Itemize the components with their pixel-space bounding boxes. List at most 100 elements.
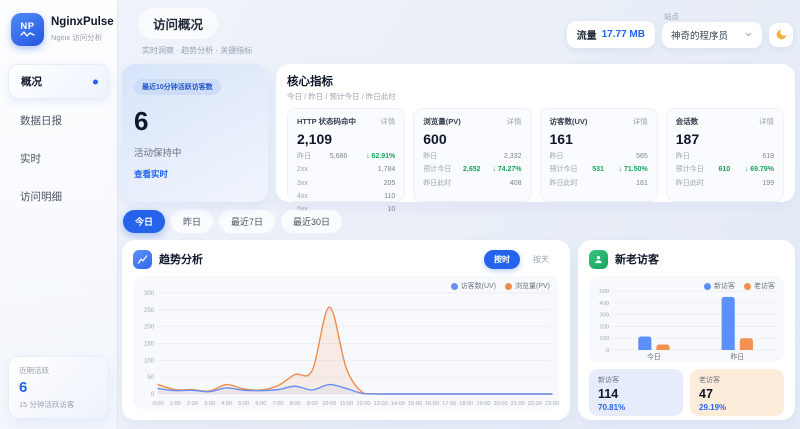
recent-active-widget: 近期活跃 6 15 分钟活跃访客 (8, 356, 109, 419)
svg-text:0:00: 0:00 (153, 401, 164, 407)
metric-row-value: ↓ 62.91% (366, 153, 396, 160)
svg-text:200: 200 (599, 324, 610, 330)
sidebar-item-label: 实时 (20, 153, 41, 165)
range-tab-3[interactable]: 最近30日 (281, 209, 343, 233)
legend-item-0[interactable]: 访客数(UV) (450, 281, 496, 291)
metric-row: 昨日 619 (676, 150, 774, 163)
charts-row: 趋势分析 按时 按天 访客数(UV) 浏览量(PV) 0 50 100 150 200 250… (122, 240, 795, 420)
range-tab-0[interactable]: 今日 (123, 209, 166, 233)
core-metrics-card: 核心指标 今日 / 昨日 / 预计今日 / 昨日此时 HTTP 状态码命中 详情 2… (276, 64, 795, 213)
app-logo-icon: NP (11, 13, 44, 46)
mode-button-1[interactable]: 按天 (533, 254, 549, 264)
svg-text:11:00: 11:00 (340, 401, 354, 407)
theme-toggle-button[interactable] (769, 22, 793, 47)
metric-detail-link[interactable]: 详情 (632, 117, 648, 126)
svg-text:18:00: 18:00 (459, 401, 473, 407)
app-title-block: NginxPulse Nginx 访问分析 (51, 16, 114, 42)
metric-row: 昨日此时 181 (550, 177, 648, 190)
metric-row-value: 2,332 (503, 153, 522, 160)
metric-row-label: 预计今日 (423, 166, 452, 174)
metric-row-value: 10 (387, 206, 396, 214)
svg-text:200: 200 (144, 325, 155, 331)
metric-row-label: 预计今日 (675, 166, 704, 174)
legend-label: 新访客 (714, 283, 735, 290)
active-visitors-status: 活动保持中 (134, 148, 182, 159)
metric-detail-link[interactable]: 详情 (759, 117, 774, 126)
svg-text:250: 250 (144, 308, 155, 314)
metric-value: 2,109 (297, 131, 333, 147)
header-left: 访问概况 实时洞察 · 趋势分析 · 关键指标 (138, 8, 252, 56)
view-realtime-link[interactable]: 查看实时 (134, 169, 169, 179)
metric-grid: HTTP 状态码命中 详情 2,109 昨日 5,686 ↓ 62.91% 2xx 1,784… (287, 108, 784, 213)
sidebar: NP NginxPulse Nginx 访问分析 概况数据日报实时访问明细 近期… (0, 0, 118, 429)
svg-text:4:00: 4:00 (221, 401, 232, 407)
metric-row-label: 预计今日 (549, 166, 578, 174)
svg-text:17:00: 17:00 (442, 401, 456, 407)
svg-text:5:00: 5:00 (238, 401, 249, 407)
metric-name: 浏览量(PV) (423, 117, 461, 126)
metric-row-label: 3xx (297, 179, 308, 187)
visitors-bar-chart[interactable]: 0 100 200 300 400 500 今日 昨日 (589, 276, 784, 362)
metric-row-label: 昨日此时 (675, 179, 704, 187)
sidebar-item-3[interactable]: 访问明细 (8, 180, 109, 213)
logo-text: NP (20, 20, 35, 32)
metric-row: 2xx 1,784 (297, 163, 395, 176)
trend-card-header: 趋势分析 按时 按天 (133, 249, 559, 269)
sidebar-item-label: 数据日报 (20, 115, 62, 127)
metric-detail-link[interactable]: 详情 (380, 117, 396, 126)
wave-icon (20, 31, 35, 37)
metric-row-label: 昨日 (297, 153, 311, 160)
svg-text:3:00: 3:00 (204, 401, 215, 407)
chevron-down-icon (745, 32, 752, 37)
legend-item-1[interactable]: 浏览量(PV) (505, 281, 550, 291)
svg-text:400: 400 (599, 301, 610, 307)
site-selector[interactable]: 站点 神奇的程序员 (661, 12, 762, 48)
metric-row-value: 619 (762, 153, 774, 160)
trend-line-chart[interactable]: 0 50 100 150 200 250 300 0:00 1:00 2:00 3:00 4:00 5:… (133, 276, 559, 409)
visitors-legend: 新访客 老访客 (704, 281, 775, 291)
legend-dot (744, 282, 751, 290)
metric-row: 预计今日 610 ↓ 69.79% (676, 163, 774, 176)
metric-row: 昨日 5,686 ↓ 62.91% (297, 150, 395, 163)
visitors-chart-panel: 新访客 老访客 0 100 200 300 400 500 今日 昨日 (589, 276, 784, 362)
active-visitors-badge: 最近10分钟活跃访客数 (134, 79, 221, 95)
site-selector-label: 站点 (663, 11, 679, 21)
legend-item-1[interactable]: 老访客 (744, 281, 775, 291)
range-tab-2[interactable]: 最近7日 (219, 209, 276, 233)
trend-head-left: 趋势分析 (133, 249, 203, 269)
metric-row-value: 181 (636, 179, 648, 187)
svg-text:100: 100 (144, 358, 155, 364)
svg-text:100: 100 (599, 336, 610, 342)
core-metrics-subtitle: 今日 / 昨日 / 预计今日 / 昨日此时 (287, 92, 396, 101)
line-chart-icon (133, 249, 152, 269)
metric-row: 昨日 565 (550, 150, 648, 163)
sidebar-item-1[interactable]: 数据日报 (8, 104, 109, 137)
svg-text:9:00: 9:00 (307, 401, 318, 407)
metric-detail-link[interactable]: 详情 (506, 117, 522, 126)
sidebar-item-label: 概况 (21, 76, 42, 88)
metric-row-label: 昨日 (423, 153, 438, 160)
stat-percent: 29.19% (699, 403, 727, 412)
mode-button-0[interactable]: 按时 (484, 249, 520, 269)
trend-chart-panel: 访客数(UV) 浏览量(PV) 0 50 100 150 200 250 300 0:00 1:0… (133, 276, 559, 409)
sidebar-item-0[interactable]: 概况 (8, 64, 109, 99)
sidebar-item-2[interactable]: 实时 (8, 142, 109, 175)
svg-text:昨日: 昨日 (730, 352, 744, 361)
metric-name: 会话数 (675, 117, 699, 126)
metric-row: 昨日 2,332 (423, 150, 521, 163)
new-vs-returning-card: 新老访客 新访客 老访客 0 100 200 300 400 500 今日 昨日 新访客 114 7… (578, 240, 795, 420)
metric-row-label: 昨日 (675, 153, 690, 160)
legend-item-0[interactable]: 新访客 (704, 281, 735, 291)
metric-value: 161 (549, 131, 573, 147)
svg-text:7:00: 7:00 (273, 401, 284, 407)
recent-active-title: 近期活跃 (19, 366, 49, 375)
svg-text:20:00: 20:00 (494, 401, 508, 407)
metric-card-3: 会话数 详情 187 昨日 619 预计今日 610 ↓ 69.79% 昨日此时 199 (665, 108, 784, 202)
recent-active-value: 6 (19, 379, 28, 396)
person-icon (589, 249, 608, 269)
visitors-stats: 新访客 114 70.81% 老访客 47 29.19% (589, 369, 784, 416)
range-tab-1[interactable]: 昨日 (171, 209, 214, 233)
metric-card-1: 浏览量(PV) 详情 600 昨日 2,332 预计今日 2,652 ↓ 74.27% 昨日此时… (413, 108, 532, 202)
visitors-head-left: 新老访客 (589, 249, 659, 269)
